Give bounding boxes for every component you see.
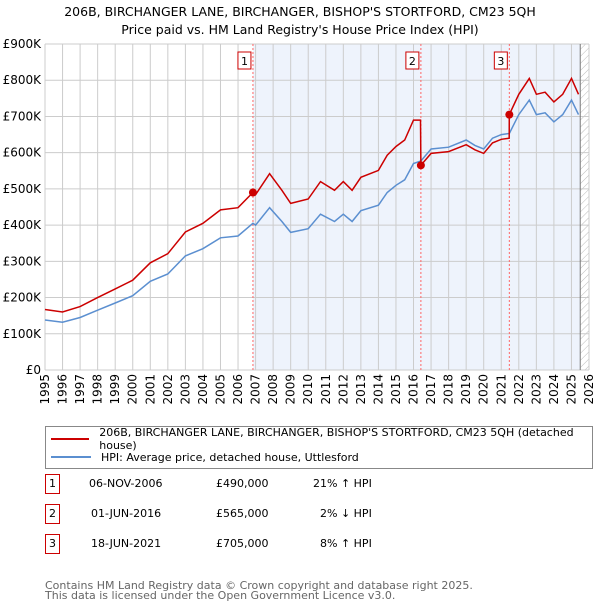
sale-date: 06-NOV-2006 bbox=[89, 477, 163, 490]
y-tick-label: £600K bbox=[3, 146, 43, 160]
sale-point bbox=[248, 188, 257, 197]
legend-label: 206B, BIRCHANGER LANE, BIRCHANGER, BISHO… bbox=[99, 426, 574, 452]
legend: 206B, BIRCHANGER LANE, BIRCHANGER, BISHO… bbox=[45, 426, 593, 469]
x-tick-label: 2021 bbox=[494, 374, 508, 405]
price-chart: £0 £100K £200K £300K £400K £500K £600K £700K £80… bbox=[3, 37, 596, 405]
hpi-line bbox=[44, 98, 580, 323]
legend-swatch-blue bbox=[51, 456, 91, 458]
footer: Contains HM Land Registry data © Crown c… bbox=[45, 579, 473, 602]
legend-item-property: 206B, BIRCHANGER LANE, BIRCHANGER, BISHO… bbox=[46, 426, 592, 452]
y-tick-label: £700K bbox=[3, 109, 43, 123]
sale-price: £490,000 bbox=[216, 477, 269, 490]
sale-row: 1 06-NOV-2006 £490,000 21% ↑ HPI bbox=[45, 474, 445, 494]
y-tick-label: £300K bbox=[3, 254, 43, 268]
x-tick-label: 2010 bbox=[301, 374, 315, 405]
x-tick-label: 1995 bbox=[38, 374, 52, 405]
legend-item-hpi: HPI: Average price, detached house, Uttl… bbox=[46, 449, 359, 465]
x-tick-label: 2022 bbox=[512, 374, 526, 405]
chart-title: 206B, BIRCHANGER LANE, BIRCHANGER, BISHO… bbox=[64, 4, 536, 19]
x-tick-label: 2016 bbox=[407, 374, 421, 405]
x-tick-label: 2015 bbox=[389, 374, 403, 405]
x-tick-label: 2011 bbox=[319, 374, 333, 405]
x-tick-label: 2005 bbox=[213, 374, 227, 405]
x-tick-label: 2009 bbox=[284, 374, 298, 405]
sale-hpi-diff: 2% ↓ HPI bbox=[320, 507, 372, 520]
sale-label: 1 bbox=[241, 55, 248, 68]
x-tick-label: 2012 bbox=[336, 374, 350, 405]
sale-point bbox=[416, 161, 425, 170]
x-tick-label: 2004 bbox=[196, 374, 210, 405]
y-tick-label: £400K bbox=[3, 218, 43, 232]
sale-hpi-diff: 21% ↑ HPI bbox=[313, 477, 372, 490]
x-tick-label: 1997 bbox=[73, 374, 87, 405]
y-tick-label: £800K bbox=[3, 73, 43, 87]
y-tick-label: £200K bbox=[3, 291, 43, 305]
footer-licence: This data is licensed under the Open Gov… bbox=[45, 589, 396, 602]
sale-row: 3 18-JUN-2021 £705,000 8% ↑ HPI bbox=[45, 534, 445, 554]
x-tick-label: 2001 bbox=[143, 374, 157, 405]
sale-marker-box: 3 bbox=[45, 534, 60, 554]
sale-date: 01-JUN-2016 bbox=[91, 507, 162, 520]
shaded-period bbox=[252, 44, 581, 370]
x-tick-label: 2019 bbox=[459, 374, 473, 405]
x-tick-label: 2007 bbox=[249, 374, 263, 405]
x-tick-label: 1998 bbox=[91, 374, 105, 405]
sale-label: 2 bbox=[409, 55, 416, 68]
x-tick-label: 2018 bbox=[442, 374, 456, 405]
sale-row: 2 01-JUN-2016 £565,000 2% ↓ HPI bbox=[45, 504, 445, 524]
sale-label-box bbox=[237, 51, 252, 70]
x-tick-label: 2025 bbox=[564, 374, 578, 405]
x-tick-label: 2026 bbox=[582, 374, 596, 405]
x-tick-label: 1996 bbox=[56, 374, 70, 405]
x-tick-label: 2023 bbox=[529, 374, 543, 405]
sale-price: £705,000 bbox=[216, 537, 269, 550]
y-tick-label: £100K bbox=[3, 327, 43, 341]
x-tick-label: 1999 bbox=[108, 374, 122, 405]
legend-swatch-red bbox=[51, 438, 90, 440]
x-tick-label: 2020 bbox=[477, 374, 491, 405]
x-tick-label: 2013 bbox=[354, 374, 368, 405]
x-tick-label: 2006 bbox=[231, 374, 245, 405]
sale-label: 3 bbox=[497, 55, 504, 68]
x-tick-label: 2002 bbox=[161, 374, 175, 405]
sale-date: 18-JUN-2021 bbox=[91, 537, 162, 550]
sale-marker-box: 2 bbox=[45, 504, 60, 524]
y-tick-label: £900K bbox=[3, 37, 43, 51]
property-price-line bbox=[44, 76, 580, 313]
x-tick-label: 2017 bbox=[424, 374, 438, 405]
x-tick-label: 2024 bbox=[547, 374, 561, 405]
sale-point bbox=[505, 110, 514, 119]
chart-subtitle: Price paid vs. HM Land Registry's House … bbox=[121, 22, 479, 37]
sale-label-box bbox=[405, 51, 420, 70]
x-tick-label: 2008 bbox=[266, 374, 280, 405]
sale-hpi-diff: 8% ↑ HPI bbox=[320, 537, 372, 550]
x-tick-label: 2000 bbox=[126, 374, 140, 405]
sale-price: £565,000 bbox=[216, 507, 269, 520]
sale-marker-box: 1 bbox=[45, 474, 60, 494]
x-tick-label: 2003 bbox=[178, 374, 192, 405]
x-tick-label: 2014 bbox=[371, 374, 385, 405]
y-tick-label: £0 bbox=[26, 363, 41, 377]
legend-label: HPI: Average price, detached house, Uttl… bbox=[101, 450, 359, 464]
footer-copyright: Contains HM Land Registry data © Crown c… bbox=[45, 579, 473, 592]
y-tick-label: £500K bbox=[3, 182, 43, 196]
forecast-hatch bbox=[580, 44, 589, 370]
sale-label-box bbox=[493, 51, 508, 70]
